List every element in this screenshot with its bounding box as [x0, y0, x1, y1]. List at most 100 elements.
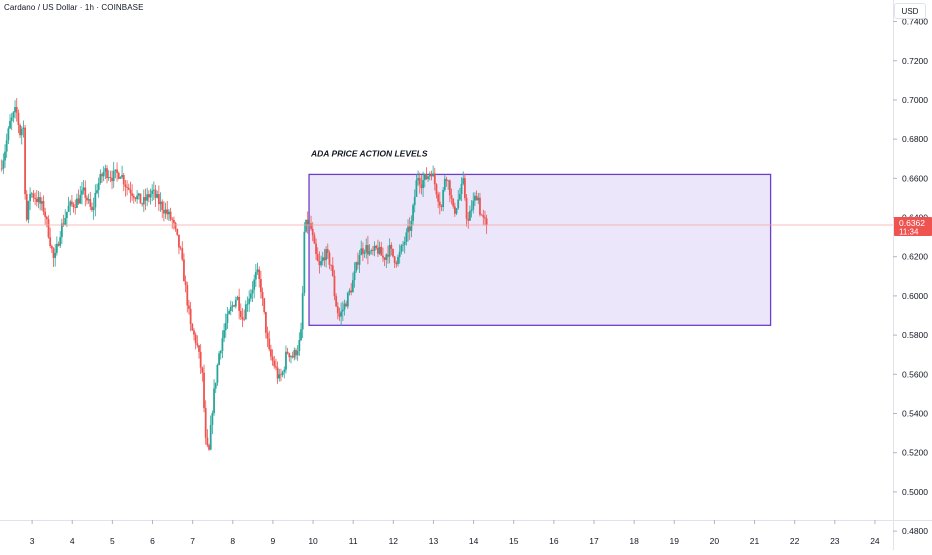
- candle: [117, 171, 120, 180]
- candle-body: [86, 197, 88, 201]
- candle: [387, 245, 389, 264]
- candle-body: [415, 180, 418, 197]
- candle: [417, 170, 419, 186]
- candle-body: [214, 382, 217, 389]
- candle: [84, 180, 87, 207]
- candle-body: [114, 169, 117, 171]
- candle-body: [358, 255, 361, 265]
- candle-body: [281, 372, 284, 376]
- candle: [397, 254, 399, 267]
- candle: [24, 124, 26, 200]
- candle-body: [77, 198, 80, 204]
- candle-body: [428, 174, 431, 177]
- candle-body: [127, 187, 130, 190]
- candle: [96, 183, 98, 195]
- x-tick-label: 19: [670, 536, 680, 546]
- y-tick-label: 0.4800: [902, 526, 928, 536]
- candle: [64, 209, 67, 226]
- x-tick-label: 12: [389, 536, 399, 546]
- candle-body: [432, 173, 435, 177]
- candle: [313, 232, 316, 244]
- currency-button[interactable]: USD: [894, 3, 926, 19]
- candle-body: [412, 205, 414, 221]
- candle: [156, 190, 159, 199]
- candle-body: [455, 208, 458, 214]
- candle: [52, 247, 55, 267]
- candle-body: [241, 316, 244, 320]
- candle: [423, 173, 426, 188]
- candle-body: [134, 197, 137, 200]
- candle-body: [442, 189, 445, 208]
- candle-body: [42, 201, 45, 212]
- candle: [213, 379, 215, 416]
- candle-body: [136, 195, 139, 200]
- candle-body: [470, 209, 473, 211]
- candle-body: [92, 207, 95, 211]
- candle-body: [264, 311, 267, 333]
- candle: [412, 203, 414, 226]
- candle: [305, 219, 307, 233]
- candle: [97, 177, 100, 198]
- candle-body: [375, 245, 378, 248]
- candle: [27, 200, 30, 224]
- x-tick-label: 13: [429, 536, 439, 546]
- candle-body: [208, 445, 210, 450]
- candle: [76, 193, 78, 209]
- candle: [40, 197, 43, 211]
- candle-body: [273, 360, 276, 367]
- candle-body: [29, 193, 32, 202]
- candle-body: [14, 107, 16, 113]
- candle: [326, 243, 329, 259]
- candle: [55, 236, 58, 256]
- candle-body: [321, 257, 324, 262]
- candle: [169, 207, 172, 222]
- candle: [35, 190, 38, 207]
- candle-body: [316, 253, 319, 261]
- candle: [228, 309, 231, 315]
- candle: [467, 212, 470, 229]
- countdown-label: 11:34: [899, 227, 919, 236]
- candle-body: [76, 198, 78, 208]
- candle-body: [448, 180, 451, 196]
- candle: [452, 198, 455, 209]
- last-price-label: 0.6362: [899, 218, 925, 228]
- candle: [81, 181, 83, 205]
- candle: [221, 330, 224, 359]
- candle-body: [438, 201, 441, 206]
- candle-body: [189, 308, 192, 325]
- candle: [208, 443, 210, 451]
- y-tick-label: 0.6000: [902, 291, 928, 301]
- candle: [226, 307, 229, 329]
- candle: [126, 180, 128, 196]
- candle: [442, 187, 445, 212]
- candle-body: [423, 174, 426, 181]
- candle: [330, 264, 333, 271]
- candle: [382, 247, 384, 262]
- candle: [44, 207, 47, 225]
- candle: [86, 195, 88, 205]
- candle: [2, 153, 5, 174]
- candle: [74, 199, 77, 215]
- candle: [164, 202, 167, 219]
- candle-body: [25, 194, 28, 220]
- x-tick-label: 20: [710, 536, 720, 546]
- candle: [129, 181, 132, 203]
- candle-body: [35, 198, 38, 203]
- candle-body: [188, 305, 190, 309]
- candle: [413, 189, 416, 213]
- candle-body: [22, 127, 25, 129]
- candle-body: [57, 243, 60, 246]
- candle: [443, 175, 446, 192]
- candle: [47, 215, 50, 239]
- price-action-box[interactable]: [308, 173, 772, 326]
- x-tick-label: 15: [509, 536, 519, 546]
- candle-body: [343, 303, 346, 310]
- candle: [270, 344, 272, 361]
- candle-body: [246, 303, 249, 305]
- candle-body: [238, 296, 241, 311]
- candle: [127, 183, 130, 191]
- candle: [5, 133, 8, 158]
- candle: [116, 162, 118, 182]
